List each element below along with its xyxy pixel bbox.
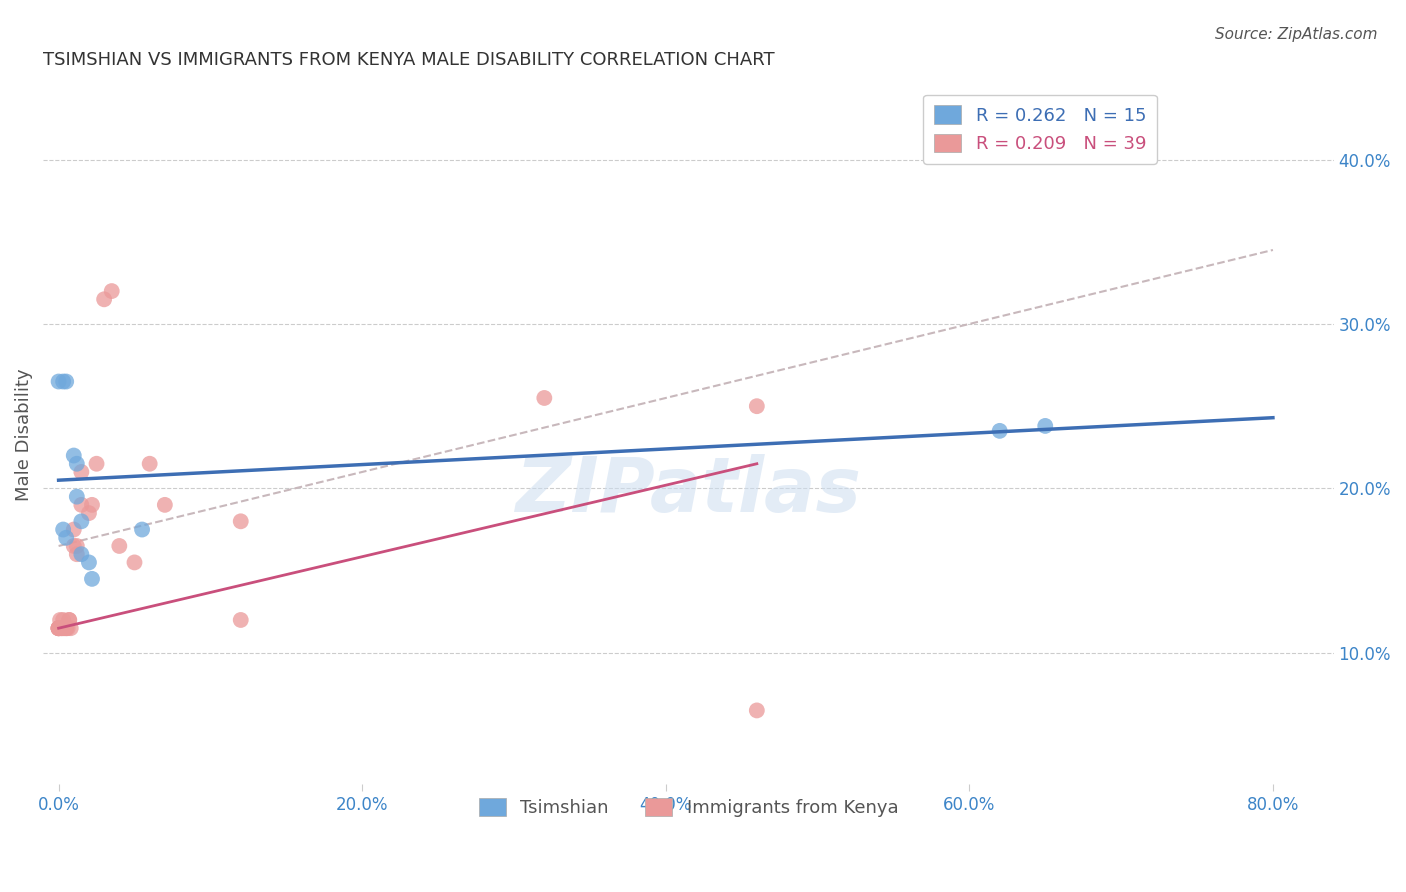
Point (93, 293, 115, 307)
Point (48, 621, 70, 635)
Point (48, 621, 70, 635)
Point (52, 613, 75, 627)
Point (55, 621, 77, 635)
Point (48, 621, 70, 635)
Point (80, 572, 103, 586)
Point (55, 375, 77, 389)
Point (77, 506, 100, 520)
Point (66, 547, 89, 561)
Point (52, 523, 75, 537)
Point (51, 621, 73, 635)
Point (62, 449, 84, 463)
Point (124, 556, 146, 570)
Text: Source: ZipAtlas.com: Source: ZipAtlas.com (1215, 27, 1378, 42)
Point (533, 391, 555, 405)
Point (53, 621, 76, 635)
Point (80, 498, 103, 512)
Point (66, 457, 89, 471)
Point (49, 621, 72, 635)
Point (52, 621, 75, 635)
Point (153, 498, 176, 512)
Text: ZIPatlas: ZIPatlas (516, 454, 862, 528)
Point (108, 539, 131, 553)
Point (58, 613, 80, 627)
Point (77, 556, 100, 570)
Text: TSIMSHIAN VS IMMIGRANTS FROM KENYA MALE DISABILITY CORRELATION CHART: TSIMSHIAN VS IMMIGRANTS FROM KENYA MALE … (44, 51, 775, 69)
Point (55, 621, 77, 635)
Point (55, 531, 77, 545)
Point (70, 514, 93, 528)
Point (56, 621, 79, 635)
Point (48, 621, 70, 635)
Point (52, 375, 75, 389)
Point (745, 703, 768, 717)
Point (138, 457, 160, 471)
Point (229, 514, 252, 528)
Point (100, 284, 122, 298)
Point (48, 375, 70, 389)
Point (51, 621, 73, 635)
Point (229, 613, 252, 627)
Point (59, 621, 82, 635)
Point (70, 465, 93, 479)
Point (70, 498, 93, 512)
Point (86, 457, 108, 471)
Point (48, 621, 70, 635)
Point (70, 547, 93, 561)
Point (62, 523, 84, 537)
Point (66, 539, 89, 553)
Point (988, 424, 1011, 438)
Point (1033, 418, 1056, 433)
Point (131, 523, 153, 537)
Point (48, 621, 70, 635)
Point (66, 490, 89, 504)
Legend: Tsimshian, Immigrants from Kenya: Tsimshian, Immigrants from Kenya (471, 790, 905, 824)
Point (49, 613, 72, 627)
Point (58, 613, 80, 627)
Point (745, 399, 768, 413)
Point (62, 539, 84, 553)
Y-axis label: Male Disability: Male Disability (15, 368, 32, 501)
